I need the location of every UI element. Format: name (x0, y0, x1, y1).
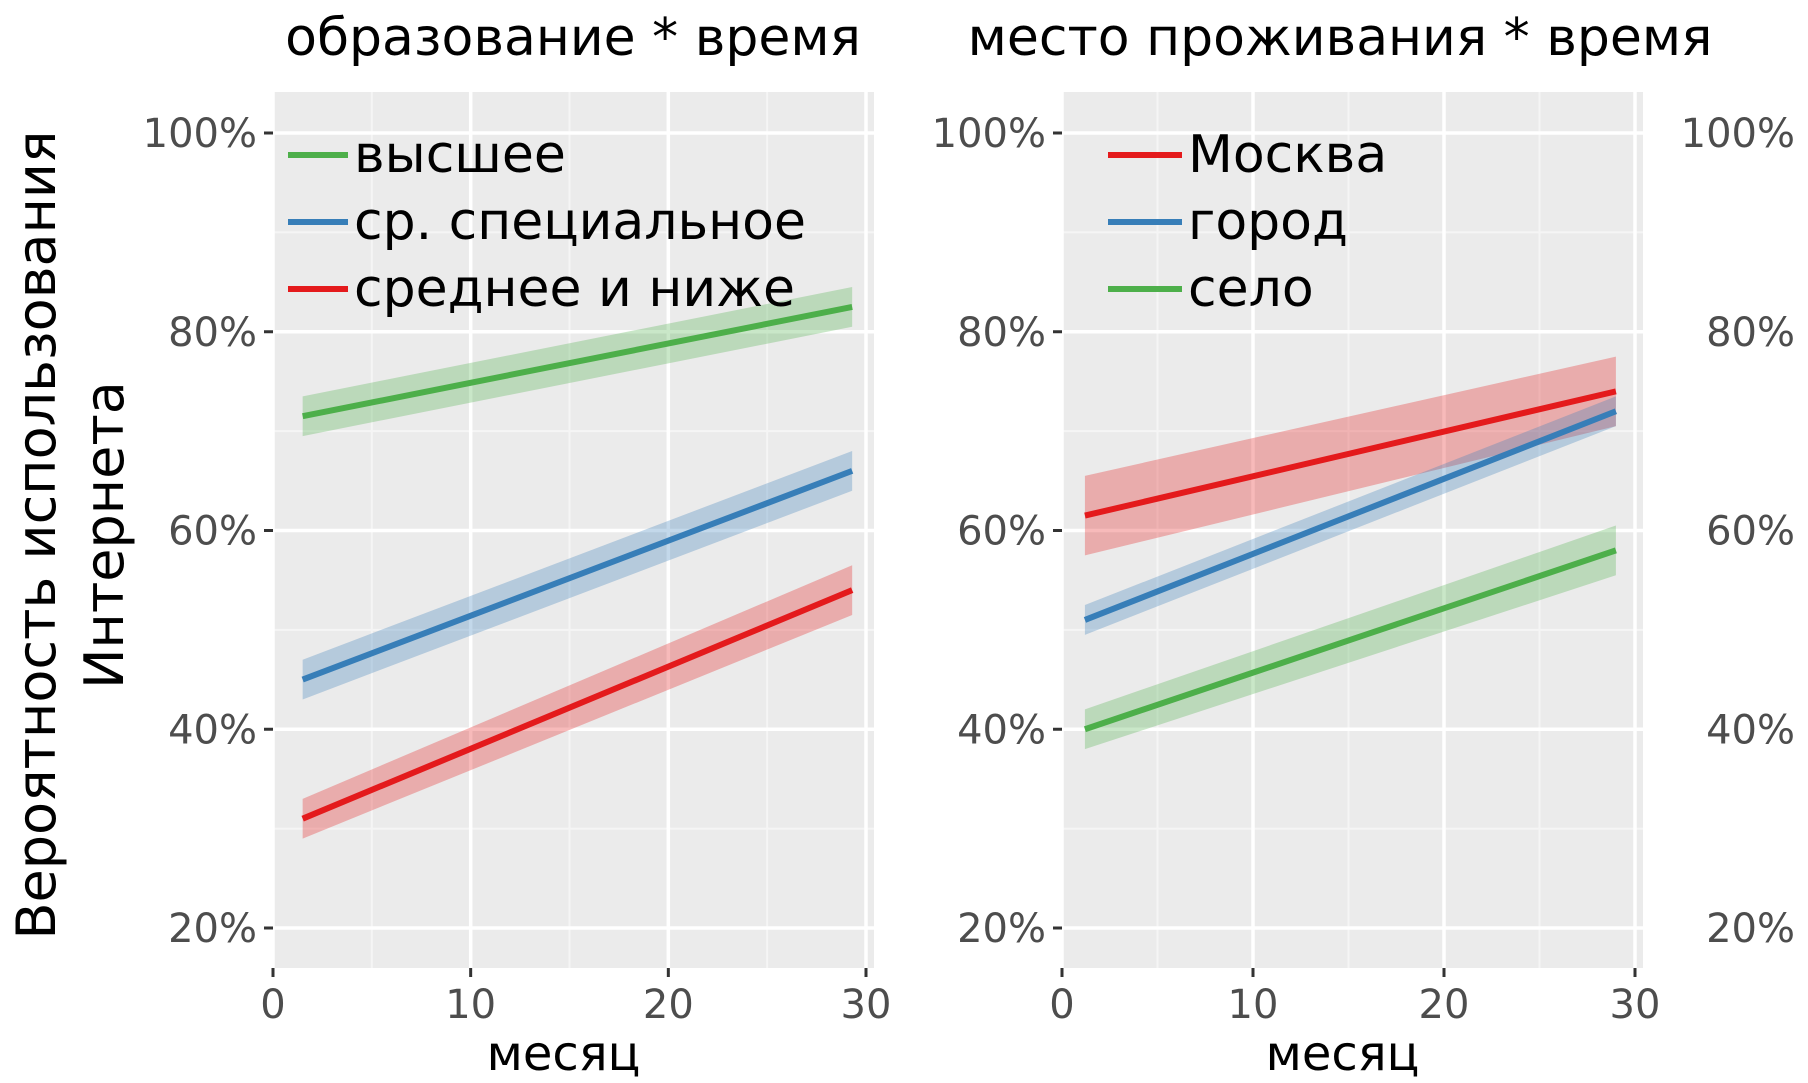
legend-label-2: ср. специальное (354, 192, 806, 252)
x-tick-label: 10 (1228, 982, 1279, 1028)
legend-label-1: высшее (354, 125, 566, 185)
x-tick-label: 30 (841, 982, 892, 1028)
y-tick-label: 40% (957, 707, 1046, 753)
x-tick-label: 30 (1610, 982, 1661, 1028)
legend: Москва город село (1108, 125, 1387, 319)
x-tick-label: 0 (1049, 982, 1074, 1028)
series-line-3 (1083, 547, 1617, 733)
x-axis-title: месяц (1266, 1026, 1420, 1078)
chart-panel-2: 20% 40% 60% 80% 100% 20% 40% 60% 80% 100% 0 10 20 30 м… (932, 8, 1795, 1082)
y-tick-label: 80% (957, 310, 1046, 356)
y-tick-label-right: 60% (1706, 509, 1795, 555)
x-tick-label: 10 (445, 982, 496, 1028)
chart-panel-1: 20% 40% 60% 80% 100% 0 10 20 30 месяц образование … (143, 8, 892, 1082)
series-line-3 (301, 587, 854, 822)
y-tick-label: 60% (957, 509, 1046, 555)
legend-label-1: Москва (1188, 125, 1387, 185)
x-tick-label: 0 (260, 982, 285, 1028)
y-tick-label: 40% (168, 707, 257, 753)
y-tick-label: 100% (932, 111, 1046, 157)
x-axis-title: месяц (487, 1026, 641, 1078)
panel-title: образование * время (285, 8, 861, 68)
legend-label-3: село (1188, 259, 1314, 319)
y-tick-label: 80% (168, 310, 257, 356)
y-tick-label: 60% (168, 509, 257, 555)
series-line-2 (301, 468, 854, 683)
series-line-1 (1084, 388, 1617, 519)
legend-label-3: среднее и ниже (354, 259, 795, 319)
y-tick-label-right: 20% (1706, 906, 1795, 952)
x-tick-label: 20 (643, 982, 694, 1028)
series-line-1 (302, 303, 853, 420)
y-axis-title-line-2: Интернета (73, 381, 136, 689)
y-tick-label: 20% (168, 906, 257, 952)
panel-title: место проживания * время (968, 8, 1713, 68)
y-tick-label: 100% (143, 111, 257, 157)
y-axis-title-line-1: Вероятность использования (5, 130, 68, 939)
series-line-2 (1083, 408, 1617, 623)
x-tick-label: 20 (1419, 982, 1470, 1028)
legend-label-2: город (1188, 192, 1348, 252)
y-tick-label-right: 80% (1706, 310, 1795, 356)
legend: высшее ср. специальное среднее и ниже (288, 125, 806, 319)
y-tick-label-right: 100% (1681, 111, 1795, 157)
y-tick-label: 20% (957, 906, 1046, 952)
y-tick-label-right: 40% (1706, 707, 1795, 753)
